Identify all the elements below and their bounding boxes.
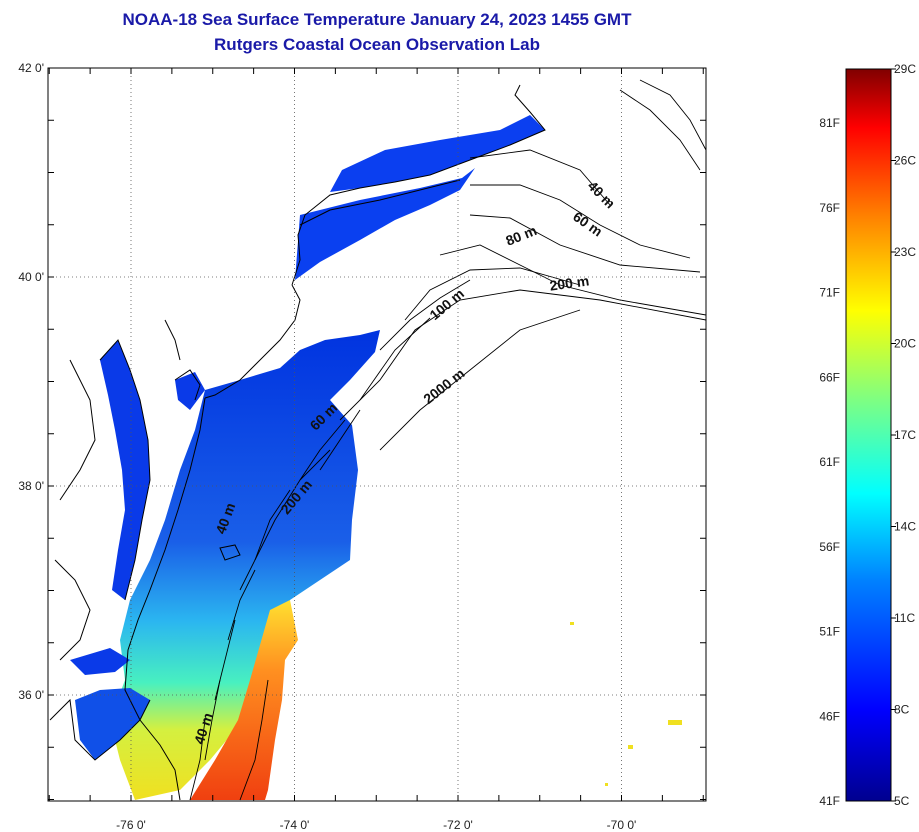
colorbar-fahrenheit-label: 56F — [819, 540, 840, 554]
colorbar-celsius-label: 14C — [894, 520, 916, 534]
ny-bight-sst — [295, 168, 475, 280]
axis-ticks — [48, 67, 706, 801]
map-title: NOAA-18 Sea Surface Temperature January … — [122, 10, 632, 29]
longitude-label: -72 0' — [443, 818, 473, 832]
colorbar-celsius-label: 8C — [894, 703, 910, 717]
sst-data-field — [70, 115, 682, 800]
colorbar-celsius-label: 26C — [894, 154, 916, 168]
colorbar-celsius-label: 17C — [894, 428, 916, 442]
colorbar-fahrenheit-label: 51F — [819, 625, 840, 639]
colorbar-fahrenheit-label: 76F — [819, 201, 840, 215]
map-frame — [47, 67, 707, 802]
longitude-label: -76 0' — [116, 818, 146, 832]
pamlico-sound-sst — [75, 688, 150, 760]
sst-pixel-patch — [668, 720, 682, 725]
latitude-label: 40 0' — [18, 270, 44, 284]
colorbar-labels: 81F 76F 71F 66F 61F 56F 51F 46F 41F 29C 26C 23C 20C 1… — [819, 62, 916, 808]
latitude-label: 36 0' — [18, 688, 44, 702]
shelf-sst-blue — [110, 330, 380, 800]
colorbar-fahrenheit-label: 61F — [819, 455, 840, 469]
longitude-label: -70 0' — [607, 818, 637, 832]
sst-pixel-patch — [628, 745, 633, 749]
map-subtitle: Rutgers Coastal Ocean Observation Lab — [214, 35, 540, 54]
colorbar-fahrenheit-label: 41F — [819, 794, 840, 808]
colorbar-fahrenheit-label: 66F — [819, 370, 840, 384]
colorbar-fahrenheit-label: 71F — [819, 286, 840, 300]
gulf-stream-sst — [190, 600, 298, 800]
latitude-label: 42 0' — [18, 61, 44, 75]
long-island-sound-sst — [330, 115, 545, 192]
colorbar-fahrenheit-label: 46F — [819, 709, 840, 723]
albemarle-sound-sst — [70, 648, 130, 675]
colorbar-celsius-label: 29C — [894, 62, 916, 76]
colorbar-celsius-label: 11C — [894, 611, 915, 625]
longitude-label: -74 0' — [280, 818, 310, 832]
axis-labels: 42 0' 40 0' 38 0' 36 0' -76 0' -74 0' -72 0' -7… — [18, 61, 636, 832]
colorbar-celsius-label: 20C — [894, 337, 916, 351]
chesapeake-bay-sst — [100, 340, 150, 600]
colorbar: 81F 76F 71F 66F 61F 56F 51F 46F 41F 29C 26C 23C 20C 1… — [819, 62, 916, 808]
colorbar-celsius-label: 23C — [894, 245, 916, 259]
sst-pixel-patch — [570, 622, 574, 625]
coastline — [49, 84, 546, 801]
latitude-label: 38 0' — [18, 479, 44, 493]
bathymetry-contours — [189, 79, 706, 801]
colorbar-celsius-label: 5C — [894, 794, 910, 808]
colorbar-fahrenheit-label: 81F — [819, 116, 840, 130]
sst-pixel-patch — [605, 783, 608, 786]
colorbar-scale — [845, 68, 892, 802]
graticule — [48, 68, 706, 801]
contour-label: 200 m — [549, 272, 591, 293]
